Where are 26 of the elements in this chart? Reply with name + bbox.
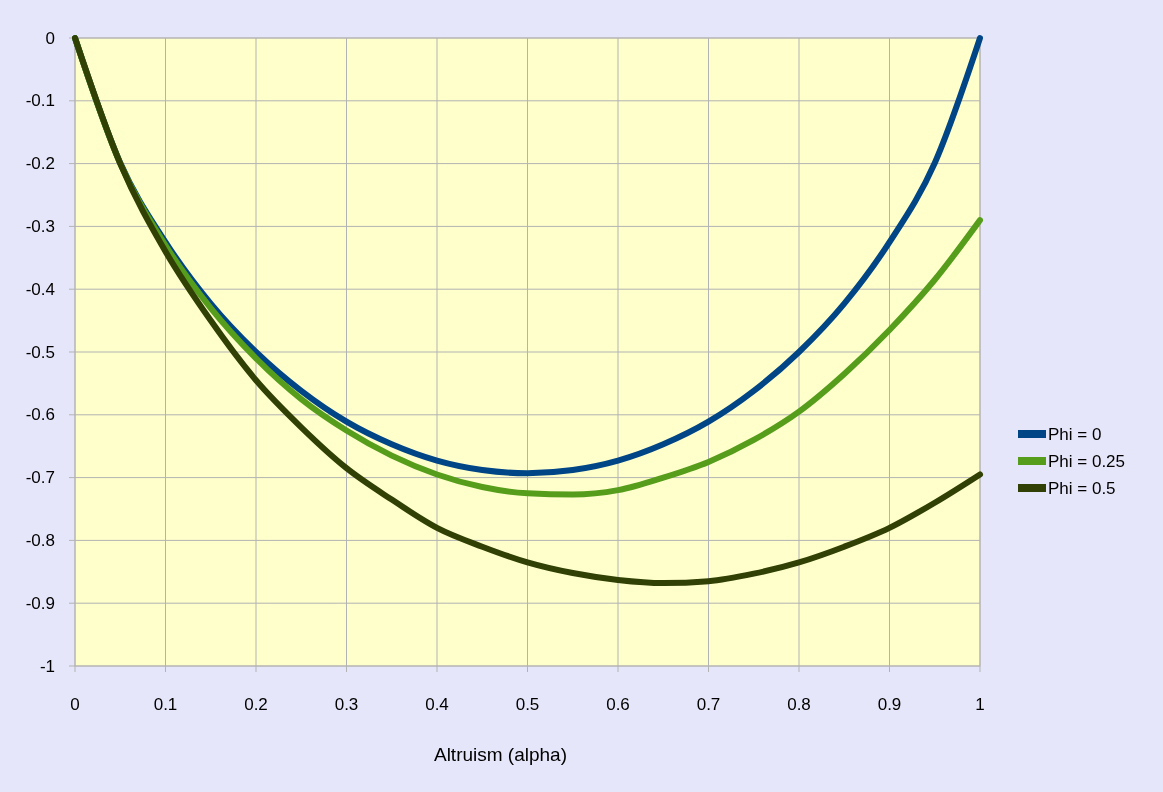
x-tick-label: 0.5: [515, 695, 540, 714]
y-tick-label: -0.5: [25, 342, 55, 362]
y-tick-label: -1: [39, 656, 55, 676]
y-tick-label: -0.2: [25, 154, 55, 174]
y-tick-label: 0: [45, 28, 55, 48]
x-tick-label: 0.2: [244, 695, 268, 714]
x-tick-label: 0.3: [334, 695, 359, 714]
legend-label: Phi = 0: [1048, 424, 1102, 444]
y-tick-label: -0.6: [25, 405, 55, 425]
x-tick-label: 0.1: [153, 695, 178, 714]
x-tick-label: 0.7: [696, 695, 721, 714]
x-axis-title: Altruism (alpha): [433, 744, 568, 765]
legend-label: Phi = 0.25: [1048, 451, 1126, 471]
x-tick-label: 0.8: [787, 695, 811, 714]
y-tick-label: -0.1: [25, 91, 55, 111]
y-tick-label: -0.7: [25, 468, 55, 488]
x-tick-label: 1: [975, 695, 985, 714]
y-tick-label: -0.4: [25, 279, 55, 299]
x-tick-label: 0.9: [877, 695, 902, 714]
y-tick-label: -0.9: [25, 593, 55, 613]
y-tick-label: -0.8: [25, 530, 55, 550]
x-tick-label: 0.6: [606, 695, 630, 714]
y-tick-label: -0.3: [25, 216, 55, 236]
legend-label: Phi = 0.5: [1048, 478, 1116, 498]
x-tick-label: 0.4: [425, 695, 449, 714]
x-tick-label: 0: [70, 695, 80, 714]
